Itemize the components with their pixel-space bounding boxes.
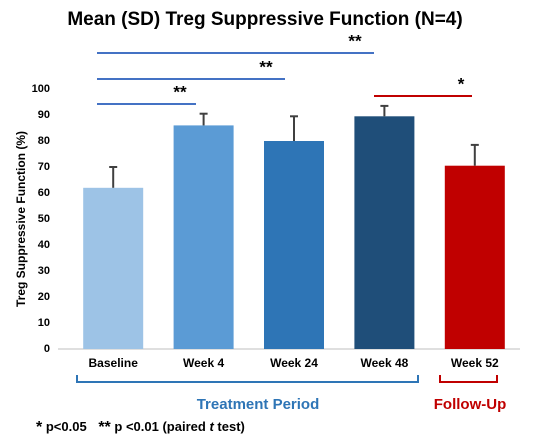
bar xyxy=(354,116,415,349)
group-bracket xyxy=(439,375,498,383)
y-tick-label: 60 xyxy=(38,187,50,199)
significance-label: ** xyxy=(173,82,187,101)
footnote: * p<0.05 ** p <0.01 (paired t test) xyxy=(36,419,245,436)
bar xyxy=(444,165,505,349)
y-tick-label: 80 xyxy=(38,135,50,147)
error-bar xyxy=(199,112,208,126)
y-tick-label: 10 xyxy=(38,317,50,329)
significance-label: ** xyxy=(348,31,362,50)
y-tick-label: 100 xyxy=(32,83,50,95)
error-bar xyxy=(380,104,389,117)
x-tick-label: Week 48 xyxy=(360,356,408,370)
bar xyxy=(173,125,234,350)
x-tick-label: Week 24 xyxy=(270,356,318,370)
error-bar xyxy=(109,166,118,188)
group-label: Treatment Period xyxy=(197,396,320,413)
significance-label: * xyxy=(458,74,465,93)
error-bar xyxy=(470,143,479,166)
y-tick-label: 20 xyxy=(38,291,50,303)
error-bar xyxy=(290,115,298,141)
y-axis-label: Treg Suppressive Function (%) xyxy=(14,131,28,307)
y-tick-label: 90 xyxy=(38,109,50,121)
significance-label: ** xyxy=(259,57,273,76)
bar xyxy=(83,187,144,349)
x-tick-label: Baseline xyxy=(89,356,139,370)
x-tick-label: Week 52 xyxy=(451,356,499,370)
y-tick-label: 50 xyxy=(38,213,50,225)
x-tick-label: Week 4 xyxy=(183,356,224,370)
y-tick-label: 0 xyxy=(44,343,50,355)
bar xyxy=(264,141,324,349)
group-bracket xyxy=(76,375,419,383)
y-tick-label: 70 xyxy=(38,161,50,173)
group-label: Follow-Up xyxy=(434,396,506,413)
y-tick-label: 30 xyxy=(38,265,50,277)
chart-title: Mean (SD) Treg Suppressive Function (N=4… xyxy=(67,9,462,30)
y-tick-label: 40 xyxy=(38,239,50,251)
